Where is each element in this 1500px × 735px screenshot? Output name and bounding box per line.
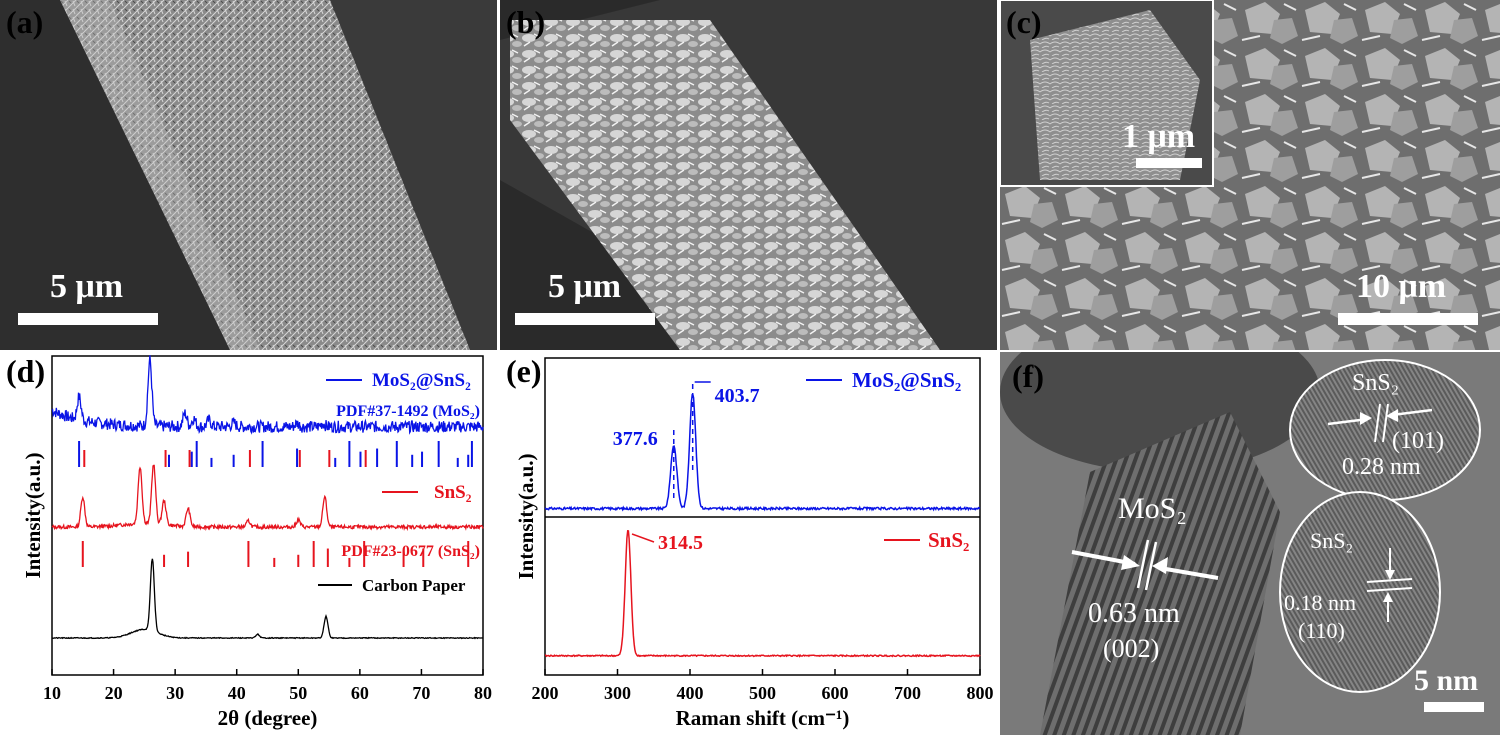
scale-bar-c [1338, 313, 1478, 325]
panel-label-c: (c) [1006, 4, 1042, 40]
raman-x-tick-label: 700 [894, 683, 921, 703]
raman-peak-arrow [631, 533, 655, 543]
raman-series-line-1 [544, 529, 981, 658]
panel-label-b: (b) [506, 4, 546, 40]
xrd-series-line-0 [51, 355, 484, 435]
xrd-legend-label: MoS₂@SnS₂ [372, 370, 471, 391]
scale-label-c: 10 μm [1356, 268, 1447, 305]
xrd-x-tick-label: 80 [474, 683, 492, 703]
xrd-x-tick-label: 60 [351, 683, 369, 703]
raman-x-tick-label: 200 [532, 683, 559, 703]
raman-chart: 200 300 400 500 600 700 800 Raman shift (cm⁻¹) I… [506, 353, 994, 730]
inset-scale-bar-c [1136, 158, 1202, 168]
scale-bar-b [515, 313, 655, 325]
hrtem-panel-f: (f) MoS₂ 0.63 nm (002) SnS₂ (101) 0.28 n… [1000, 352, 1500, 735]
label-sns2-bottom-spacing: 0.18 nm [1284, 590, 1357, 615]
scale-label-f: 5 nm [1414, 664, 1479, 697]
label-mos2-plane: (002) [1103, 634, 1160, 663]
inset-scale-label-c: 1 μm [1122, 118, 1196, 155]
xrd-legend-label: Carbon Paper [362, 576, 466, 595]
scale-label-b: 5 μm [548, 268, 622, 305]
xrd-legend-label: SnS₂ [434, 482, 472, 503]
raman-peak-label: 403.7 [715, 385, 760, 407]
scale-bar-f [1424, 702, 1484, 712]
sem-image-b [500, 0, 997, 350]
xrd-series-line-1 [51, 464, 484, 532]
panel-label-f: (f) [1012, 358, 1044, 394]
raman-legend-label: MoS₂@SnS₂ [852, 368, 961, 392]
raman-peak-label: 377.6 [613, 428, 658, 450]
xrd-x-tick-label: 30 [166, 683, 184, 703]
raman-x-tick-label: 600 [822, 683, 849, 703]
scale-label-a: 5 μm [50, 268, 124, 305]
raman-x-tick-label: 300 [604, 683, 631, 703]
raman-x-tick-label: 500 [749, 683, 776, 703]
panel-label-e: (e) [506, 353, 542, 389]
xrd-y-axis-label: Intensity(a.u.) [21, 452, 45, 578]
panel-label-a: (a) [6, 4, 44, 40]
raman-peak-label: 314.5 [658, 532, 703, 554]
sem-image-c [1000, 0, 1500, 350]
raman-x-tick-label: 400 [677, 683, 704, 703]
hrtem-image-f [1000, 352, 1500, 735]
xrd-reference-label: PDF#23-0677 (SnS₂) [341, 543, 480, 560]
xrd-x-tick-label: 70 [412, 683, 430, 703]
scale-bar-a [18, 313, 158, 325]
raman-legend-label: SnS₂ [928, 528, 969, 552]
label-mos2: MoS₂ [1118, 492, 1187, 525]
xrd-x-tick-label: 20 [105, 683, 123, 703]
xrd-x-tick-label: 40 [228, 683, 246, 703]
label-sns2-top-spacing: 0.28 nm [1342, 454, 1421, 480]
sem-panel-c: (c) 1 μm 10 μm [1000, 0, 1500, 350]
xrd-series-line-2 [51, 558, 484, 640]
label-sns2-bottom: SnS₂ [1310, 528, 1354, 553]
label-sns2-top-plane: (101) [1392, 428, 1444, 454]
xrd-x-axis-label: 2θ (degree) [218, 706, 318, 730]
raman-y-axis-label: Intensity(a.u.) [514, 453, 538, 579]
sem-panel-b: (b) 5 μm [500, 0, 997, 350]
raman-x-axis-label: Raman shift (cm⁻¹) [676, 706, 850, 730]
xrd-x-tick-label: 10 [43, 683, 61, 703]
xrd-reference-label: PDF#37-1492 (MoS₂) [336, 403, 480, 420]
panel-label-d: (d) [6, 353, 45, 389]
sem-image-a [0, 0, 497, 350]
label-sns2-bottom-plane: (110) [1298, 618, 1345, 643]
sem-panel-a: (a) 5 μm [0, 0, 497, 350]
raman-series-line-0 [544, 394, 981, 512]
xrd-chart: 10 20 30 40 50 60 70 80 2θ (degree) Intensity(a.u… [6, 353, 492, 730]
label-mos2-spacing: 0.63 nm [1088, 598, 1180, 629]
raman-x-tick-label: 800 [967, 683, 994, 703]
xrd-x-tick-label: 50 [289, 683, 307, 703]
label-sns2-top: SnS₂ [1352, 370, 1400, 396]
xrd-plot-frame [51, 355, 484, 676]
